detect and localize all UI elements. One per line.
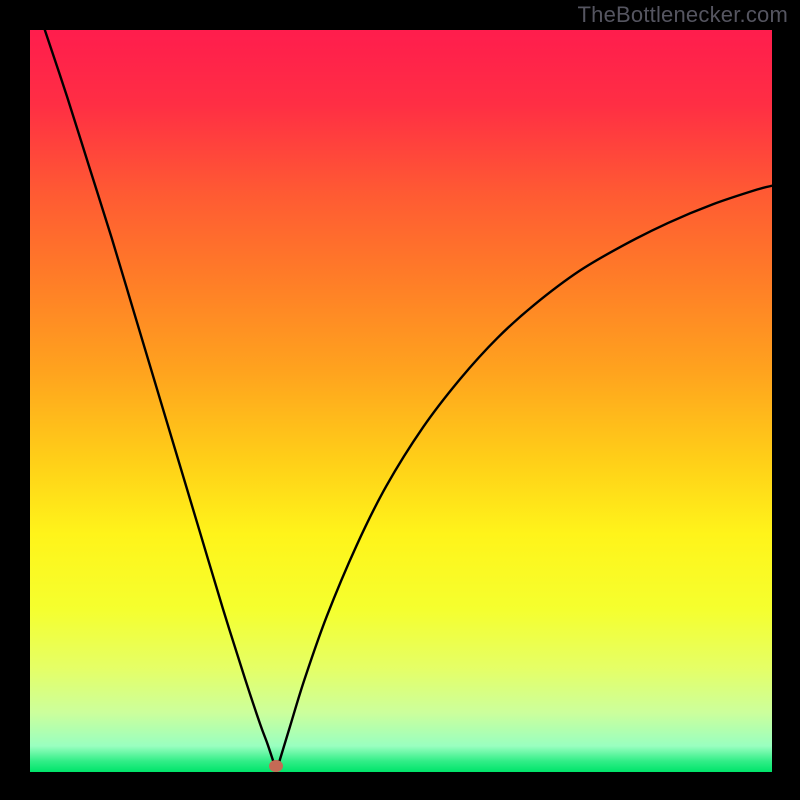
plot-area bbox=[30, 30, 772, 772]
watermark-text: TheBottlenecker.com bbox=[578, 2, 788, 28]
curve-svg bbox=[30, 30, 772, 772]
chart-stage: TheBottlenecker.com bbox=[0, 0, 800, 800]
bottleneck-curve bbox=[45, 30, 772, 762]
